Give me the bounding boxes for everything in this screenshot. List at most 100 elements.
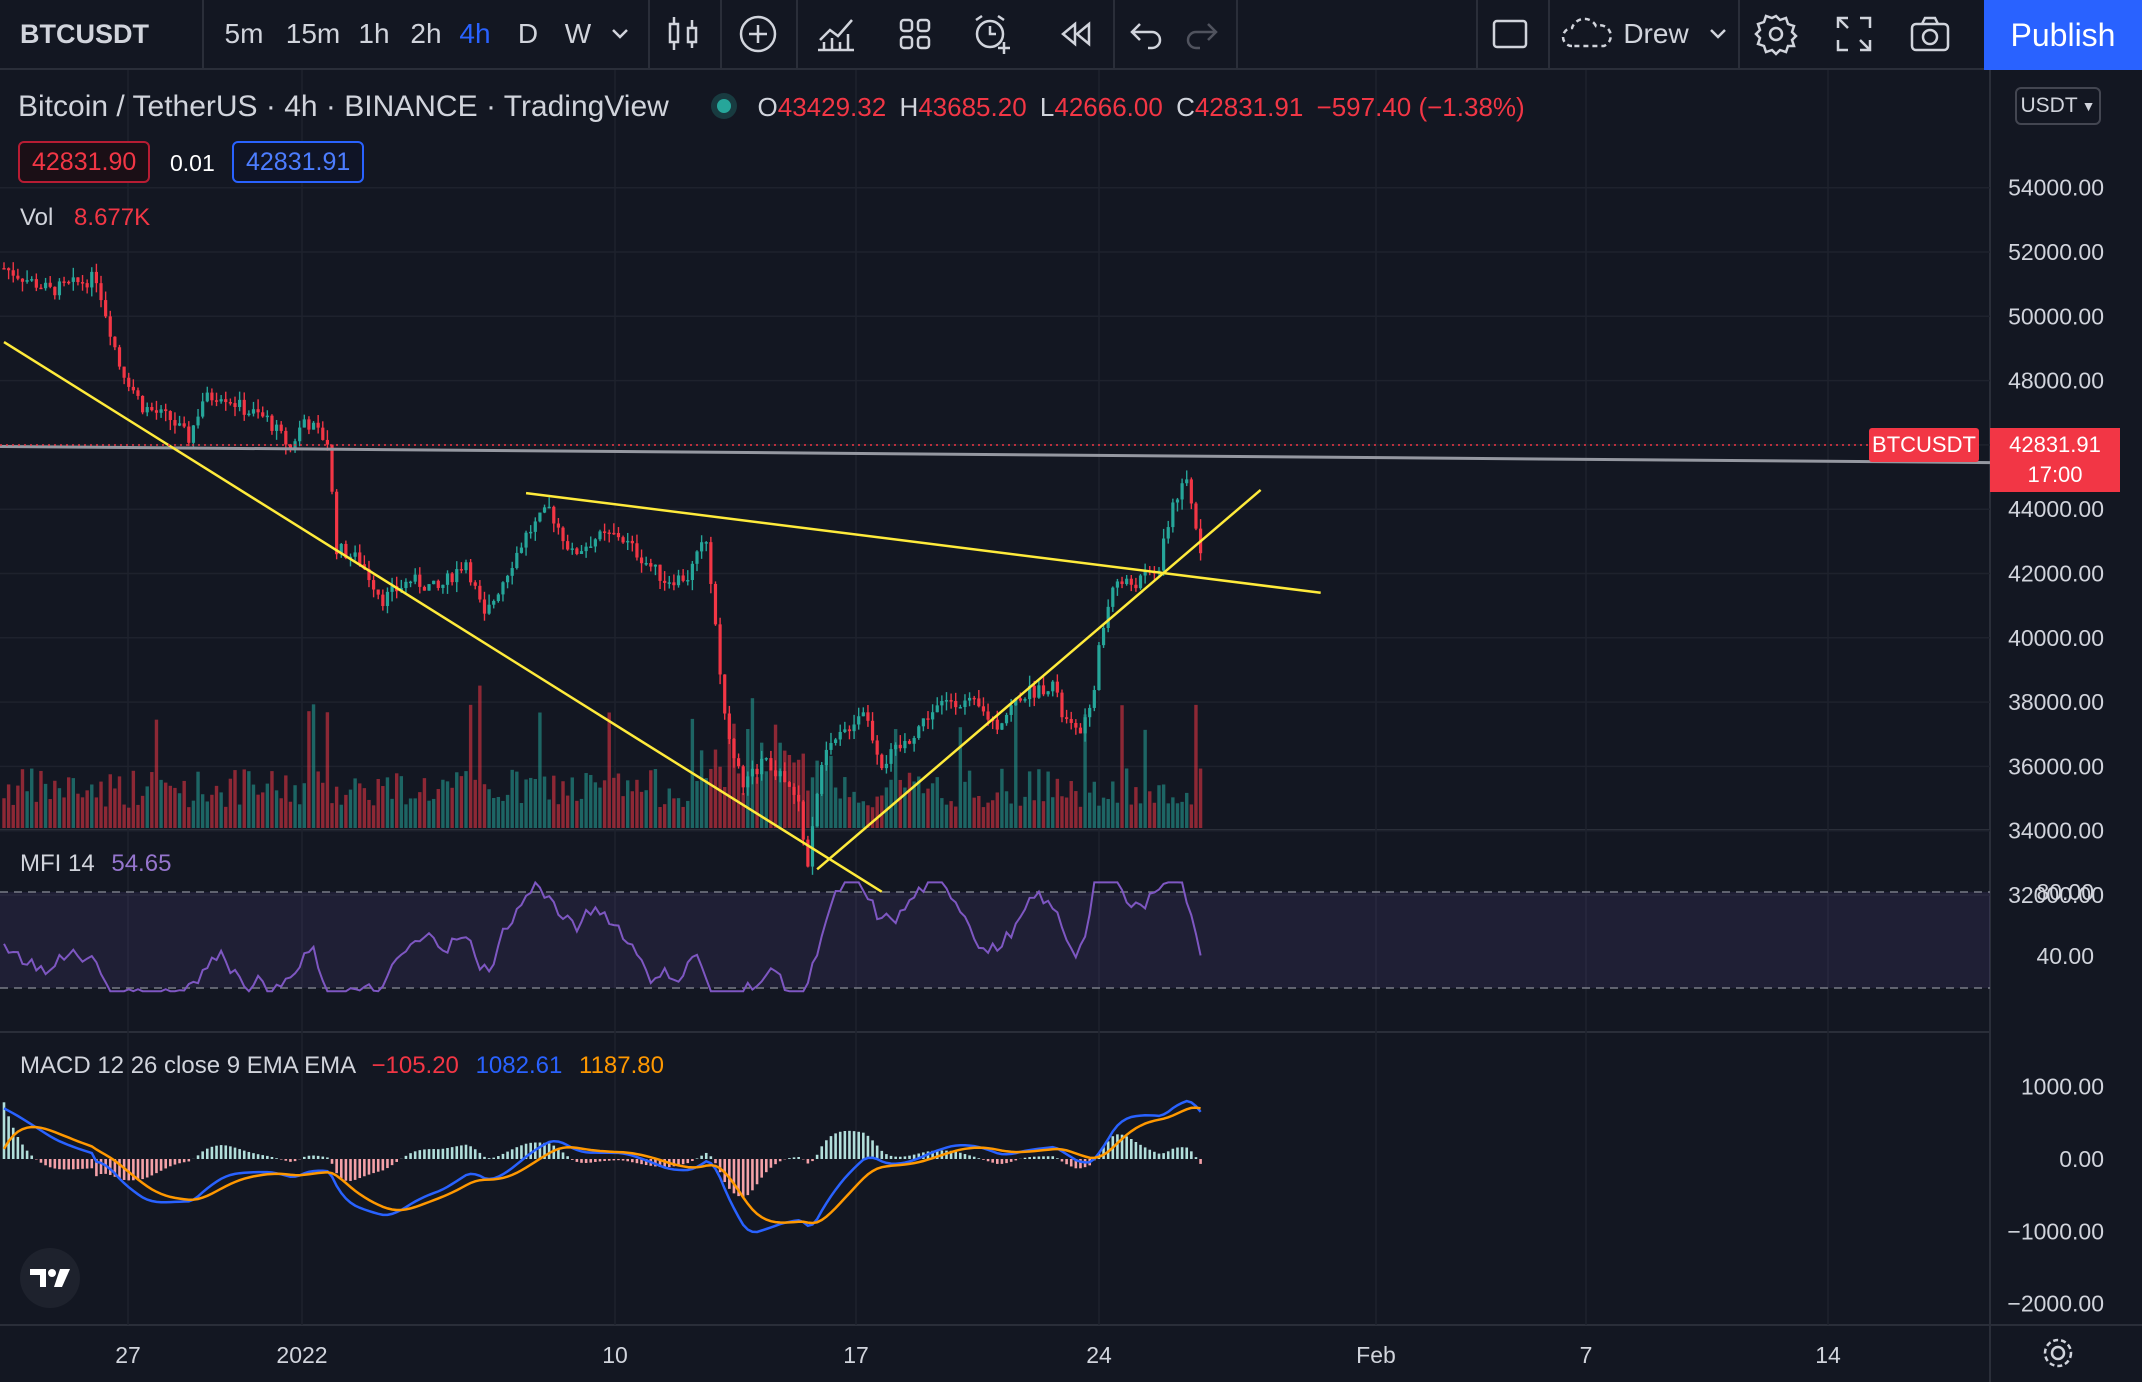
volume-bar <box>103 806 108 828</box>
volume-legend[interactable]: Vol 8.677K <box>20 204 150 232</box>
layout-dropdown-chevron-icon[interactable] <box>1700 0 1736 68</box>
layout-name[interactable]: Drew <box>1623 18 1689 49</box>
candle-body <box>1120 581 1124 585</box>
volume-bar <box>579 798 584 828</box>
interval-2h[interactable]: 2h <box>410 18 442 49</box>
cloud-save-icon[interactable] <box>1560 12 1616 56</box>
candle-body <box>815 793 819 827</box>
volume-bar <box>723 787 727 828</box>
candle-body <box>256 409 260 413</box>
candle-body <box>464 562 468 571</box>
interval-dropdown-chevron-icon[interactable] <box>600 0 640 68</box>
volume-bar <box>418 792 422 828</box>
candle-body <box>390 586 394 592</box>
interval-15m[interactable]: 15m <box>285 18 341 49</box>
candle-body <box>1143 570 1147 576</box>
buy-price-button[interactable]: 42831.91 <box>232 141 365 183</box>
sell-price-button[interactable]: 42831.90 <box>18 141 151 183</box>
candle-body <box>875 740 879 755</box>
candle-body <box>755 768 759 775</box>
candle-body <box>1065 717 1069 719</box>
candle-body <box>566 541 570 550</box>
layout-grid-icon[interactable] <box>893 12 937 56</box>
add-indicator-plus-icon[interactable] <box>736 12 780 56</box>
volume-bar <box>995 792 999 828</box>
interval-4h[interactable]: 4h <box>459 18 491 49</box>
horizontal-resistance-line <box>0 445 1991 465</box>
volume-bar <box>505 794 510 828</box>
candle-body <box>233 403 237 408</box>
volume-bar <box>164 782 168 828</box>
volume-bar <box>857 802 861 828</box>
volume-bar <box>1023 796 1027 828</box>
volume-bar <box>200 794 205 828</box>
open-value: 43429.32 <box>777 92 887 122</box>
snapshot-camera-icon[interactable] <box>1908 12 1952 56</box>
candle-body <box>224 399 228 403</box>
mfi-value: 54.65 <box>111 850 172 877</box>
volume-bar <box>917 776 921 828</box>
fullscreen-rect-icon[interactable] <box>1488 12 1532 56</box>
candle-body <box>344 543 348 559</box>
volume-bar <box>145 786 149 828</box>
chart-canvas[interactable]: 54000.0052000.0050000.0048000.0046000.00… <box>0 70 2142 1382</box>
replay-rewind-icon[interactable] <box>1053 12 1097 56</box>
publish-button[interactable]: Publish <box>1984 0 2142 70</box>
chart-area[interactable]: 54000.0052000.0050000.0048000.0046000.00… <box>0 70 2142 1382</box>
volume-bar <box>556 804 561 828</box>
mfi-legend[interactable]: MFI 14 54.65 <box>20 850 171 878</box>
candles-chart-type-icon[interactable] <box>662 12 706 56</box>
volume-bar <box>1064 797 1069 828</box>
low-label: L <box>1039 92 1055 122</box>
candle-body <box>455 569 459 583</box>
volume-bar <box>515 771 519 828</box>
indicators-chart-icon[interactable] <box>814 12 858 56</box>
interval-1h[interactable]: 1h <box>358 18 390 49</box>
volume-bar <box>912 781 916 828</box>
symbol-search-button[interactable]: BTCUSDT <box>20 18 149 49</box>
candle-body <box>339 543 343 555</box>
symbol-title[interactable]: Bitcoin / TetherUS · 4h · BINANCE · Trad… <box>18 90 669 123</box>
symbol-legend: Bitcoin / TetherUS · 4h · BINANCE · Trad… <box>18 90 1525 124</box>
candle-body <box>367 568 371 581</box>
volume-bar <box>1069 781 1073 828</box>
candle-body <box>482 599 487 614</box>
volume-bar <box>371 805 376 828</box>
candle-body <box>958 707 962 709</box>
redo-icon[interactable] <box>1180 12 1224 56</box>
candle-body <box>718 624 722 675</box>
volume-bar <box>233 770 237 828</box>
candle-body <box>274 424 279 431</box>
candle-body <box>445 573 450 585</box>
interval-D[interactable]: D <box>517 18 539 49</box>
candle-body <box>48 282 52 287</box>
axis-settings-gear-icon[interactable] <box>2043 1338 2073 1368</box>
macd-tick-label: −2000.00 <box>2007 1291 2104 1317</box>
alert-clock-icon[interactable] <box>970 12 1014 56</box>
settings-gear-icon[interactable] <box>1754 12 1798 56</box>
candle-body <box>963 700 967 708</box>
volume-bar <box>261 792 265 828</box>
currency-select[interactable]: USDT ▼ <box>2015 87 2101 125</box>
interval-5m[interactable]: 5m <box>224 18 264 49</box>
candle-body <box>538 512 542 522</box>
volume-bar <box>43 783 48 828</box>
price-tick-label: 34000.00 <box>2008 818 2104 844</box>
fullscreen-arrows-icon[interactable] <box>1832 12 1876 56</box>
macd-legend[interactable]: MACD 12 26 close 9 EMA EMA −105.20 1082.… <box>20 1052 664 1080</box>
interval-W[interactable]: W <box>564 18 592 49</box>
tradingview-logo[interactable] <box>20 1248 80 1308</box>
volume-bar <box>612 777 616 828</box>
undo-icon[interactable] <box>1124 12 1168 56</box>
open-label: O <box>757 92 778 122</box>
candle-body <box>834 739 838 744</box>
candle-body <box>353 552 357 557</box>
candle-body <box>1078 727 1083 734</box>
volume-bar <box>1004 791 1009 828</box>
volume-bar <box>898 779 902 828</box>
candle-body <box>90 271 94 288</box>
volume-bar <box>1143 729 1147 828</box>
volume-bar <box>1189 804 1194 828</box>
macd-signal-value: 1187.80 <box>579 1052 664 1079</box>
volume-bar <box>681 806 685 828</box>
